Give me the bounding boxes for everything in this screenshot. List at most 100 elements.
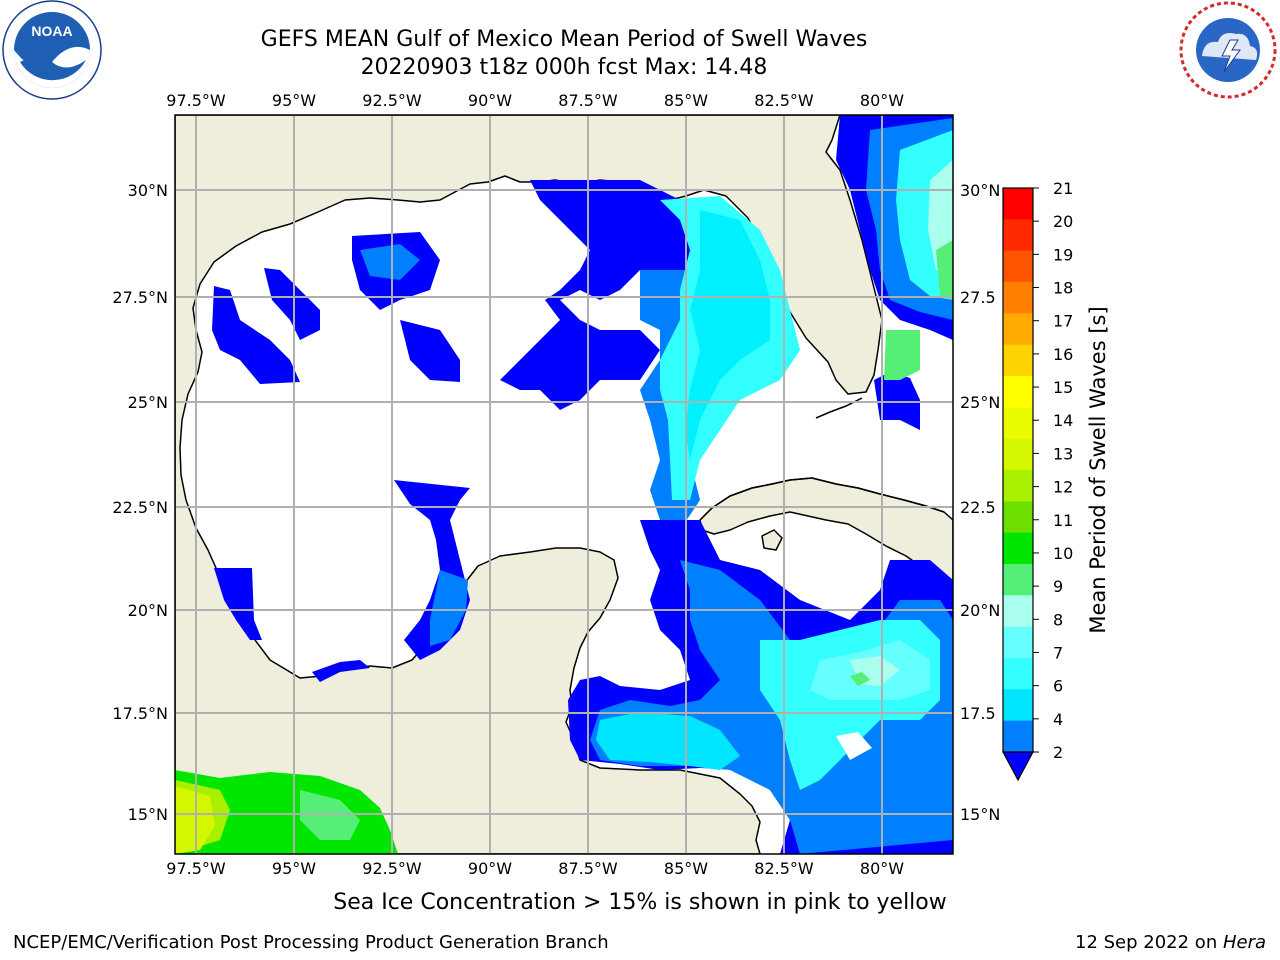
lon-tick-top-6: 82.5°W: [754, 91, 814, 110]
swell-patch-straits-green: [884, 330, 920, 380]
swell-patch-texas-blue-4: [264, 268, 320, 340]
lat-tick-left-3: 22.5°N: [112, 498, 168, 517]
colorbar-tick-2: 19: [1053, 245, 1073, 264]
colorbar-tick-8: 13: [1053, 444, 1073, 463]
lon-tick-top-3: 90°W: [468, 91, 512, 110]
colorbar-segment-14: [1003, 626, 1033, 659]
lat-tick-left-1: 27.5°N: [112, 288, 168, 307]
colorbar-tick-0: 21: [1053, 179, 1073, 198]
colorbar-segment-8: [1003, 438, 1033, 471]
lat-tick-right-3: 22.5: [960, 498, 996, 517]
colorbar-tick-3: 18: [1053, 279, 1073, 298]
colorbar-segment-3: [1003, 282, 1033, 314]
lat-tick-left-6: 15°N: [128, 805, 168, 824]
colorbar-tick-9: 12: [1053, 478, 1073, 497]
swell-patch-caribbean-white-gap: [836, 732, 872, 760]
swell-patch-eastern-shelf-aqua: [685, 210, 770, 460]
lat-tick-right-4: 20°N: [960, 601, 1000, 620]
colorbar-tick-14: 7: [1053, 643, 1063, 662]
swell-patch-east-gulf-blue: [500, 180, 700, 410]
colorbar-segment-16: [1003, 689, 1033, 722]
lon-tick-bottom-4: 87.5°W: [558, 859, 618, 878]
colorbar-tick-6: 15: [1053, 378, 1073, 397]
colorbar-segment-2: [1003, 250, 1033, 283]
colorbar-extend-arrow: [1001, 751, 1035, 782]
colorbar-tick-4: 17: [1053, 312, 1073, 331]
colorbar-segment-13: [1003, 595, 1033, 628]
swell-patch-atlantic-green: [936, 240, 953, 300]
colorbar-tick-17: 2: [1053, 743, 1063, 762]
colorbar-segment-11: [1003, 532, 1033, 565]
isla-juventud-land: [761, 529, 783, 551]
colorbar-tick-10: 11: [1053, 511, 1073, 530]
colorbar-tick-1: 20: [1053, 212, 1073, 231]
lat-tick-left-2: 25°N: [128, 393, 168, 412]
lat-tick-left-0: 30°N: [128, 181, 168, 200]
swell-patch-south-gulf-blue: [312, 660, 370, 682]
colorbar: 21 20 19 18 17 16 15 14 13 12 11 10 9 8 7 6 4 2: [1001, 179, 1073, 782]
noaa-logo: NOAA: [2, 0, 102, 100]
colorbar-segment-5: [1003, 344, 1033, 377]
colorbar-segment-12: [1003, 564, 1033, 596]
lat-ticks-left: 30°N 27.5°N 25°N 22.5°N 20°N 17.5°N 15°N: [112, 181, 168, 824]
colorbar-segment-7: [1003, 407, 1033, 440]
colorbar-tick-12: 9: [1053, 577, 1063, 596]
lon-tick-bottom-6: 82.5°W: [754, 859, 814, 878]
lon-tick-bottom-1: 95°W: [272, 859, 316, 878]
colorbar-segment-6: [1003, 376, 1033, 408]
lon-tick-bottom-5: 85°W: [664, 859, 708, 878]
title-line-2: 20220903 t18z 000h fcst Max: 14.48: [360, 55, 768, 80]
nws-logo: [1179, 1, 1277, 99]
map-frame: [174, 114, 954, 855]
colorbar-segment-1: [1003, 219, 1033, 252]
noaa-logo-text: NOAA: [31, 23, 72, 39]
footer-credit: NCEP/EMC/Verification Post Processing Pr…: [13, 932, 609, 953]
lon-tick-bottom-0: 97.5°W: [166, 859, 226, 878]
lon-tick-top-2: 92.5°W: [362, 91, 422, 110]
chart-title: GEFS MEAN Gulf of Mexico Mean Period of …: [261, 26, 868, 82]
lat-tick-right-1: 27.5: [960, 288, 996, 307]
lon-tick-top-1: 95°W: [272, 91, 316, 110]
swell-patch-caribbean-green: [850, 672, 870, 686]
lat-tick-left-5: 17.5°N: [112, 704, 168, 723]
colorbar-tick-11: 10: [1053, 544, 1073, 563]
swell-patch-caribbean-aqua: [596, 712, 740, 770]
colorbar-segment-17: [1003, 720, 1033, 753]
colorbar-segment-4: [1003, 313, 1033, 346]
swell-shading-layer: [175, 115, 953, 854]
colorbar-frame: [1002, 187, 1034, 753]
cuba-coast: [699, 477, 945, 521]
lon-tick-top-0: 97.5°W: [166, 91, 226, 110]
swell-patch-texas-blue-2: [400, 320, 460, 382]
colorbar-label: Mean Period of Swell Waves [s]: [1086, 306, 1110, 634]
footer-date: 12 Sep 2022 on Hera: [1075, 932, 1266, 953]
footer-host: Hera: [1222, 932, 1266, 953]
gridlines: [175, 115, 953, 854]
colorbar-tick-13: 8: [1053, 610, 1063, 629]
colorbar-tick-16: 4: [1053, 710, 1063, 729]
swell-patch-bay-campeche-lightblue: [430, 570, 468, 646]
colorbar-segment-9: [1003, 470, 1033, 502]
colorbar-segment-0: [1003, 188, 1033, 220]
title-line-1: GEFS MEAN Gulf of Mexico Mean Period of …: [260, 27, 868, 52]
lat-ticks-right: 30°N 27.5 25°N 22.5 20°N 17.5 15°N: [960, 181, 1000, 824]
footer-date-text: 12 Sep 2022 on: [1075, 932, 1223, 953]
colorbar-tick-7: 14: [1053, 411, 1073, 430]
lon-tick-top-5: 85°W: [664, 91, 708, 110]
lon-tick-bottom-2: 92.5°W: [362, 859, 422, 878]
colorbar-tick-5: 16: [1053, 345, 1073, 364]
colorbar-segment-10: [1003, 501, 1033, 534]
lon-ticks-bottom: 97.5°W 95°W 92.5°W 90°W 87.5°W 85°W 82.5°W 80°W: [166, 859, 904, 878]
swell-patch-texas-blue-3: [212, 286, 300, 384]
swell-patch-texas-lightblue: [360, 244, 420, 280]
lat-tick-right-2: 25°N: [960, 393, 1000, 412]
lon-tick-top-4: 87.5°W: [558, 91, 618, 110]
colorbar-segment-15: [1003, 658, 1033, 690]
lon-ticks-top: 97.5°W 95°W 92.5°W 90°W 87.5°W 85°W 82.5°W 80°W: [166, 91, 904, 110]
lon-tick-bottom-7: 80°W: [860, 859, 904, 878]
colorbar-tick-15: 6: [1053, 677, 1063, 696]
lon-tick-top-7: 80°W: [860, 91, 904, 110]
sea-ice-caption: Sea Ice Concentration > 15% is shown in …: [333, 890, 947, 915]
swell-patch-mexico-blue: [214, 568, 262, 640]
